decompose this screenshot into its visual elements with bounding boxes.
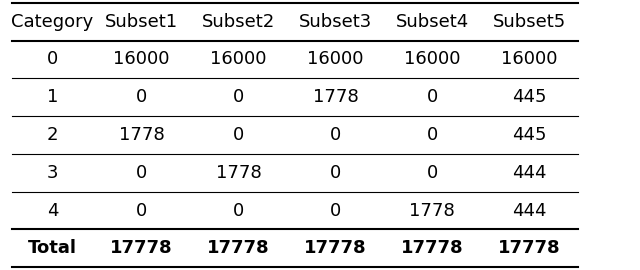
Text: 16000: 16000: [307, 50, 364, 68]
Text: 17778: 17778: [401, 239, 463, 257]
Text: 17778: 17778: [207, 239, 269, 257]
Text: 4: 4: [47, 202, 58, 220]
Text: Total: Total: [28, 239, 77, 257]
Text: 444: 444: [512, 164, 547, 182]
Text: 0: 0: [330, 202, 341, 220]
Text: 0: 0: [136, 202, 147, 220]
Text: 0: 0: [330, 164, 341, 182]
Text: 0: 0: [233, 202, 244, 220]
Text: 445: 445: [512, 88, 547, 106]
Text: Subset4: Subset4: [396, 13, 469, 31]
Text: 0: 0: [47, 50, 58, 68]
Text: 0: 0: [427, 164, 438, 182]
Text: 0: 0: [136, 88, 147, 106]
Text: 16000: 16000: [210, 50, 267, 68]
Text: 0: 0: [427, 88, 438, 106]
Text: 17778: 17778: [304, 239, 367, 257]
Text: 3: 3: [47, 164, 58, 182]
Text: 1778: 1778: [118, 126, 164, 144]
Text: 16000: 16000: [501, 50, 557, 68]
Text: 1778: 1778: [410, 202, 455, 220]
Text: 0: 0: [136, 164, 147, 182]
Text: Subset1: Subset1: [105, 13, 178, 31]
Text: 0: 0: [233, 126, 244, 144]
Text: Subset2: Subset2: [202, 13, 275, 31]
Text: 17778: 17778: [110, 239, 173, 257]
Text: 445: 445: [512, 126, 547, 144]
Text: 444: 444: [512, 202, 547, 220]
Text: 0: 0: [233, 88, 244, 106]
Text: 17778: 17778: [498, 239, 561, 257]
Text: 1778: 1778: [312, 88, 358, 106]
Text: Subset5: Subset5: [493, 13, 566, 31]
Text: Category: Category: [11, 13, 93, 31]
Text: 0: 0: [427, 126, 438, 144]
Text: 2: 2: [47, 126, 58, 144]
Text: 16000: 16000: [404, 50, 461, 68]
Text: 1778: 1778: [216, 164, 261, 182]
Text: 0: 0: [330, 126, 341, 144]
Text: 1: 1: [47, 88, 58, 106]
Text: Subset3: Subset3: [299, 13, 372, 31]
Text: 16000: 16000: [113, 50, 170, 68]
